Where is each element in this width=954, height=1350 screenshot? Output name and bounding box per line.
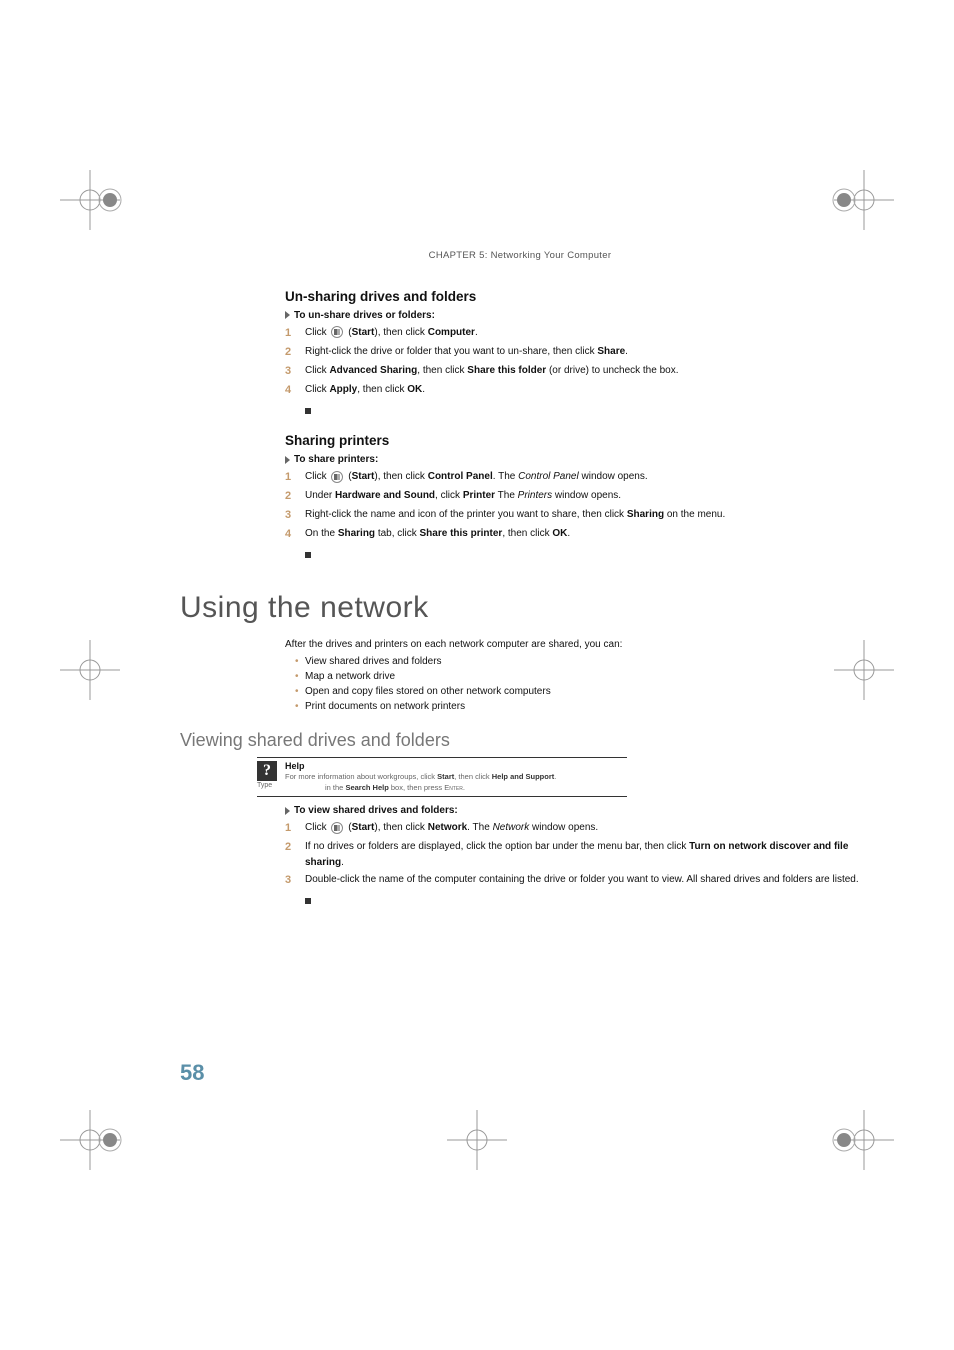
step-row: 4On the Sharing tab, click Share this pr…	[285, 526, 860, 543]
bullet-item: •Print documents on network printers	[291, 699, 860, 714]
end-square-icon	[305, 408, 311, 414]
end-square-icon	[305, 898, 311, 904]
procedure-title: To share printers:	[285, 454, 860, 465]
step-row: 2If no drives or folders are displayed, …	[285, 839, 860, 870]
step-row: 3Right-click the name and icon of the pr…	[285, 507, 860, 524]
step-row: 1Click (Start), then click Computer.	[285, 325, 860, 342]
registration-dot-icon	[832, 188, 856, 212]
bullet-item: •Map a network drive	[291, 669, 860, 684]
section-title-printers: Sharing printers	[285, 433, 860, 448]
bullet-item: •View shared drives and folders	[291, 654, 860, 669]
body-text: After the drives and printers on each ne…	[285, 637, 860, 652]
start-icon	[331, 822, 343, 834]
help-box: ? Type Help For more information about w…	[257, 757, 627, 797]
crop-mark-icon	[447, 1110, 507, 1170]
step-row: 3Click Advanced Sharing, then click Shar…	[285, 363, 860, 380]
triangle-icon	[285, 311, 290, 319]
help-icon: ?	[257, 761, 277, 781]
end-square-icon	[305, 552, 311, 558]
registration-dot-icon	[98, 188, 122, 212]
triangle-icon	[285, 807, 290, 815]
step-row: 4Click Apply, then click OK.	[285, 382, 860, 399]
help-title: Help	[285, 761, 627, 771]
help-body: For more information about workgroups, c…	[285, 772, 627, 793]
h2-viewing: Viewing shared drives and folders	[180, 730, 860, 751]
page-content: CHAPTER 5: Networking Your Computer Un-s…	[180, 250, 860, 909]
chapter-header: CHAPTER 5: Networking Your Computer	[180, 250, 860, 261]
registration-dot-icon	[832, 1128, 856, 1152]
start-icon	[331, 326, 343, 338]
step-row: 2Under Hardware and Sound, click Printer…	[285, 488, 860, 505]
page-number: 58	[180, 1060, 204, 1086]
step-row: 3Double-click the name of the computer c…	[285, 872, 860, 889]
step-row: 2Right-click the drive or folder that yo…	[285, 344, 860, 361]
h1-using-network: Using the network	[180, 591, 860, 625]
triangle-icon	[285, 456, 290, 464]
help-type-label: Type	[257, 782, 272, 789]
procedure-title: To view shared drives and folders:	[285, 805, 860, 816]
start-icon	[331, 471, 343, 483]
registration-dot-icon	[98, 1128, 122, 1152]
procedure-title: To un-share drives or folders:	[285, 310, 860, 321]
step-row: 1Click (Start), then click Control Panel…	[285, 469, 860, 486]
section-title-unshare: Un-sharing drives and folders	[285, 289, 860, 304]
crop-mark-icon	[60, 640, 120, 700]
step-row: 1Click (Start), then click Network. The …	[285, 820, 860, 837]
bullet-item: •Open and copy files stored on other net…	[291, 684, 860, 699]
